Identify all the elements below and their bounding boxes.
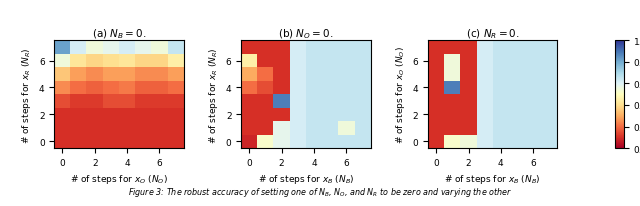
X-axis label: # of steps for $x_B$ ($N_B$): # of steps for $x_B$ ($N_B$) bbox=[445, 172, 541, 185]
Y-axis label: # of steps for $x_R$ ($N_R$): # of steps for $x_R$ ($N_R$) bbox=[20, 47, 33, 143]
Title: (a) $N_B = 0$.: (a) $N_B = 0$. bbox=[92, 28, 146, 41]
X-axis label: # of steps for $x_B$ ($N_B$): # of steps for $x_B$ ($N_B$) bbox=[258, 172, 354, 185]
Title: (b) $N_O = 0$.: (b) $N_O = 0$. bbox=[278, 28, 333, 41]
X-axis label: # of steps for $x_O$ ($N_O$): # of steps for $x_O$ ($N_O$) bbox=[70, 172, 168, 185]
Y-axis label: # of steps for $x_O$ ($N_O$): # of steps for $x_O$ ($N_O$) bbox=[394, 46, 407, 143]
Title: (c) $N_R = 0$.: (c) $N_R = 0$. bbox=[466, 28, 520, 41]
Y-axis label: # of steps for $x_R$ ($N_R$): # of steps for $x_R$ ($N_R$) bbox=[207, 47, 220, 143]
Text: Figure 3: The robust accuracy of setting one of $N_B$, $N_O$, and $N_R$ to be ze: Figure 3: The robust accuracy of setting… bbox=[128, 185, 512, 198]
